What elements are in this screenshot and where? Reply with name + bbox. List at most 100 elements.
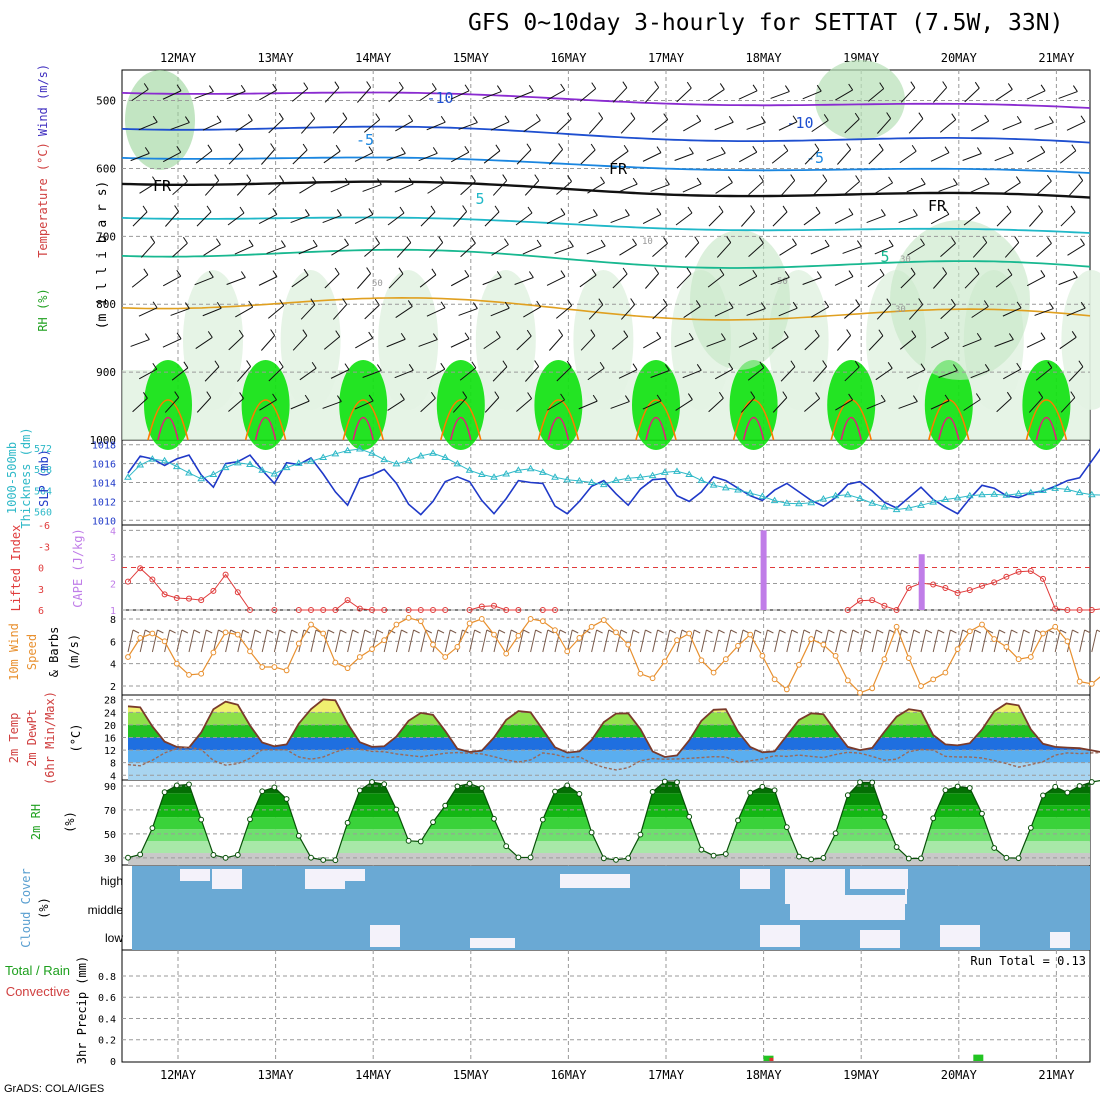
surface-barb-flag xyxy=(327,629,335,634)
wind-barb xyxy=(300,304,316,320)
wind-barb xyxy=(260,335,276,351)
wind-barb-flag xyxy=(504,238,509,245)
wind-barb-flag xyxy=(599,361,605,369)
li-point xyxy=(271,607,278,613)
wind-barb xyxy=(866,400,886,410)
convective-bar xyxy=(769,1057,774,1061)
wind-barb-flag xyxy=(208,271,214,278)
rh-tick: 50 xyxy=(104,830,116,841)
wind-barb-flag xyxy=(792,301,798,309)
wind-barb xyxy=(930,152,950,162)
wind-barb xyxy=(235,120,253,132)
wind-speed-point xyxy=(625,641,632,648)
wind-barb xyxy=(549,149,563,165)
wind-barb xyxy=(523,306,541,318)
date-label-top: 16MAY xyxy=(550,51,587,65)
isotherm-line xyxy=(121,296,1091,321)
wind-barb-flag xyxy=(822,174,828,181)
rh-point xyxy=(369,779,375,785)
surface-barb xyxy=(652,629,659,653)
thickness-point xyxy=(709,481,718,488)
surface-barb-flag xyxy=(645,629,652,634)
wind-speed-point xyxy=(222,629,229,636)
wind-speed-point xyxy=(710,669,717,676)
cape-tick: 1 xyxy=(110,606,116,617)
rh-point xyxy=(930,815,937,822)
wind-barb-flag xyxy=(696,364,702,371)
rh-point xyxy=(283,796,290,802)
wind-barb-flag xyxy=(663,237,668,244)
wind-barb-flag xyxy=(462,391,468,398)
surface-barb-flag xyxy=(559,629,567,634)
wind-barb-flag xyxy=(591,82,597,89)
wind-barb xyxy=(132,211,148,227)
surface-barb xyxy=(822,629,829,653)
surface-barb xyxy=(493,629,500,653)
wind-barb-flag xyxy=(656,208,662,215)
surface-barb xyxy=(261,629,268,653)
wind-barb xyxy=(132,397,148,413)
rh-point xyxy=(344,819,351,826)
wind-barb-flag xyxy=(854,112,860,120)
wind-barb-flag xyxy=(880,209,886,216)
wind-barb xyxy=(484,397,500,413)
thickness-tick: 560 xyxy=(34,508,52,519)
cape-bar xyxy=(918,554,925,610)
wind-barb xyxy=(1027,151,1045,163)
wind-barb-flag xyxy=(560,393,566,401)
rh-point xyxy=(552,788,558,795)
wind-barb xyxy=(875,182,893,194)
date-label-top: 21MAY xyxy=(1038,51,1075,65)
surface-barb-flag xyxy=(950,629,957,634)
rh-band xyxy=(128,829,1090,842)
wind-barb xyxy=(684,242,700,258)
li-point xyxy=(893,607,900,613)
wind-speed-point xyxy=(991,636,998,642)
surface-barb-flag xyxy=(388,629,396,634)
wind-barb xyxy=(1058,91,1078,99)
wind-barb-flag xyxy=(247,114,253,121)
wind-barb-flag xyxy=(278,360,284,368)
wind-barb xyxy=(171,367,189,381)
wind-barb-flag xyxy=(790,360,796,368)
wind-barb-flag xyxy=(464,269,470,277)
wind-speed-point xyxy=(759,652,766,659)
wind-barb-flag xyxy=(376,178,382,185)
isotherm-label: FR xyxy=(153,177,172,195)
wind-barb-flag xyxy=(790,174,796,181)
wind-barb xyxy=(708,211,724,227)
wind-barb-flag xyxy=(440,176,445,183)
wind-barb xyxy=(450,90,470,100)
rh-band xyxy=(128,841,1090,854)
wind-barb-flag xyxy=(1016,301,1022,309)
wind-barb xyxy=(652,243,668,257)
wind-barb xyxy=(330,369,350,379)
rh-point xyxy=(991,845,998,851)
wind-barb-flag xyxy=(464,84,470,92)
wind-barb xyxy=(387,399,405,411)
wind-barb xyxy=(963,212,981,226)
wind-speed-point xyxy=(442,654,449,660)
wind-speed-point xyxy=(491,631,497,638)
wind-speed-point xyxy=(552,627,558,634)
wind-barb-flag xyxy=(494,205,500,213)
wind-barb-flag xyxy=(176,84,182,92)
wind-barb-flag xyxy=(502,174,508,181)
wind-barb xyxy=(716,242,732,258)
surface-barb-flag xyxy=(657,629,664,634)
wind-barb-flag xyxy=(824,239,830,247)
wind-speed-point xyxy=(283,667,290,674)
li-line xyxy=(469,605,519,611)
thickness-point xyxy=(1075,488,1084,496)
wind-barb xyxy=(492,366,508,382)
wind-barb xyxy=(1002,121,1022,131)
surface-barb-flag xyxy=(242,629,250,634)
wind-barb xyxy=(450,275,470,287)
rh-point xyxy=(1040,792,1046,799)
surface-isotherm xyxy=(732,399,775,441)
wind-speed-point xyxy=(869,685,876,692)
thickness-point xyxy=(477,470,486,478)
thickness-point xyxy=(1063,485,1072,492)
wind-barb xyxy=(291,274,309,288)
temp-band xyxy=(128,750,1090,763)
